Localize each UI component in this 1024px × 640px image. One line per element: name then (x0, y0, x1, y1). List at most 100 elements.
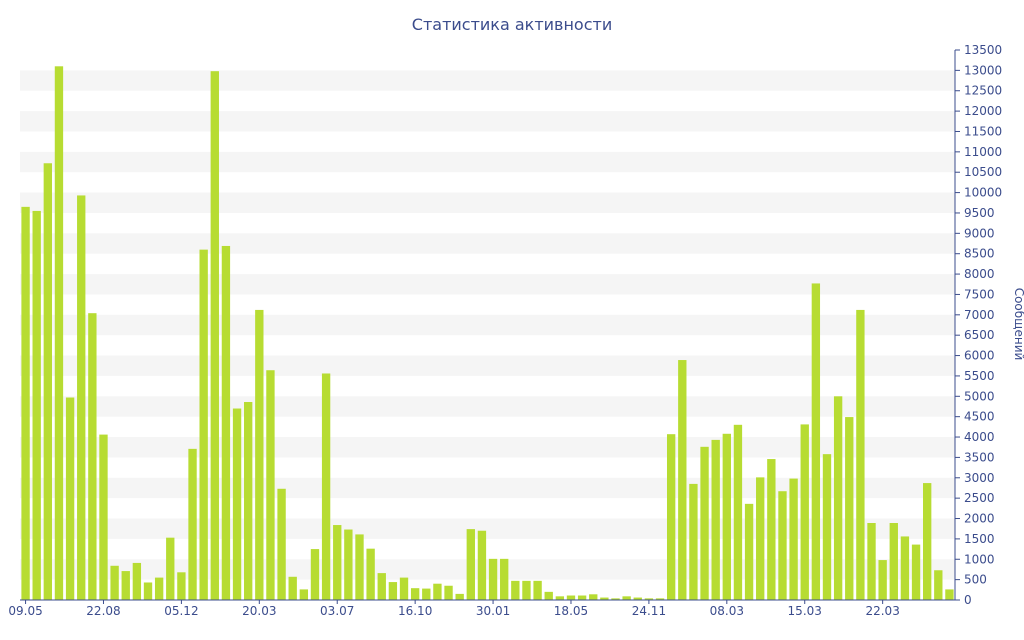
bar[interactable] (756, 477, 765, 600)
bar[interactable] (377, 573, 386, 600)
bar[interactable] (689, 483, 698, 600)
y-tick-label: 3500 (964, 450, 995, 464)
bar[interactable] (500, 558, 509, 600)
bar[interactable] (700, 446, 709, 600)
bar[interactable] (455, 593, 464, 600)
bar[interactable] (210, 71, 219, 600)
bar[interactable] (488, 558, 498, 600)
bar[interactable] (366, 548, 375, 600)
bar[interactable] (166, 537, 175, 600)
bar[interactable] (32, 210, 41, 600)
bar[interactable] (533, 580, 542, 600)
bar[interactable] (477, 530, 487, 600)
bar[interactable] (466, 529, 475, 600)
bar[interactable] (199, 249, 208, 600)
bar[interactable] (722, 433, 731, 600)
bar[interactable] (299, 589, 309, 600)
bar[interactable] (611, 598, 620, 600)
bar[interactable] (333, 525, 342, 600)
y-tick-label: 8000 (964, 267, 995, 281)
bar[interactable] (132, 562, 142, 600)
bar[interactable] (566, 595, 576, 600)
bar[interactable] (711, 439, 720, 600)
bar[interactable] (244, 402, 253, 600)
bar[interactable] (833, 396, 843, 600)
bar[interactable] (633, 597, 642, 600)
bar[interactable] (21, 206, 30, 600)
bar[interactable] (399, 577, 409, 600)
bar[interactable] (577, 595, 587, 600)
y-tick-label: 11500 (964, 124, 1002, 138)
bar[interactable] (678, 360, 687, 600)
bar[interactable] (644, 598, 654, 600)
bar[interactable] (288, 576, 297, 600)
grid-band (20, 396, 955, 417)
bar[interactable] (733, 424, 743, 600)
y-tick-label: 2500 (964, 491, 995, 505)
bar[interactable] (77, 195, 86, 600)
x-tick-label: 20.03 (242, 604, 276, 618)
bar[interactable] (945, 589, 954, 600)
bar[interactable] (410, 588, 420, 600)
bar[interactable] (878, 560, 887, 600)
x-tick-label: 22.03 (865, 604, 899, 618)
bar[interactable] (911, 544, 921, 600)
bar[interactable] (433, 583, 442, 600)
bar[interactable] (666, 434, 676, 600)
y-tick-label: 7000 (964, 308, 995, 322)
bar[interactable] (188, 448, 197, 600)
bar[interactable] (388, 582, 398, 600)
bar[interactable] (778, 491, 787, 600)
bar[interactable] (767, 459, 776, 600)
bar[interactable] (177, 572, 186, 600)
bar[interactable] (811, 283, 821, 600)
bar[interactable] (422, 588, 431, 600)
bar[interactable] (221, 245, 231, 600)
y-tick-label: 12000 (964, 104, 1002, 118)
y-tick-label: 4500 (964, 410, 995, 424)
bar[interactable] (589, 594, 598, 600)
bar[interactable] (845, 417, 854, 600)
bar[interactable] (522, 580, 531, 600)
bar[interactable] (600, 597, 609, 600)
bar[interactable] (110, 565, 119, 600)
grid-band (20, 518, 955, 539)
x-tick-label: 18.05 (554, 604, 588, 618)
bar[interactable] (923, 483, 932, 600)
bar[interactable] (277, 488, 286, 600)
bar[interactable] (934, 570, 943, 600)
bar[interactable] (88, 313, 97, 600)
bar[interactable] (789, 478, 798, 600)
bar[interactable] (99, 434, 108, 600)
bar[interactable] (54, 66, 64, 601)
bar[interactable] (143, 582, 153, 600)
bar[interactable] (655, 598, 665, 600)
bar[interactable] (232, 408, 242, 600)
bar[interactable] (900, 536, 910, 600)
bar[interactable] (800, 424, 809, 600)
bar[interactable] (555, 596, 565, 600)
bar[interactable] (622, 596, 631, 600)
bar[interactable] (444, 585, 453, 600)
bar[interactable] (255, 309, 264, 600)
bar[interactable] (43, 163, 52, 600)
bar[interactable] (310, 549, 320, 600)
bar[interactable] (344, 529, 353, 600)
bar[interactable] (511, 580, 520, 600)
bar[interactable] (321, 373, 331, 600)
x-tick-label: 22.08 (86, 604, 120, 618)
grid-band (20, 477, 955, 499)
bar[interactable] (544, 591, 553, 600)
bar[interactable] (121, 571, 130, 600)
y-tick-label: 2000 (964, 512, 995, 526)
bar[interactable] (154, 577, 164, 600)
bar[interactable] (822, 454, 832, 600)
bar[interactable] (856, 309, 865, 600)
bar[interactable] (744, 503, 754, 600)
bar[interactable] (889, 523, 898, 600)
bar[interactable] (867, 523, 876, 600)
grid-band (20, 151, 955, 173)
bar[interactable] (355, 534, 364, 600)
bar[interactable] (65, 397, 75, 600)
bar[interactable] (266, 370, 275, 600)
